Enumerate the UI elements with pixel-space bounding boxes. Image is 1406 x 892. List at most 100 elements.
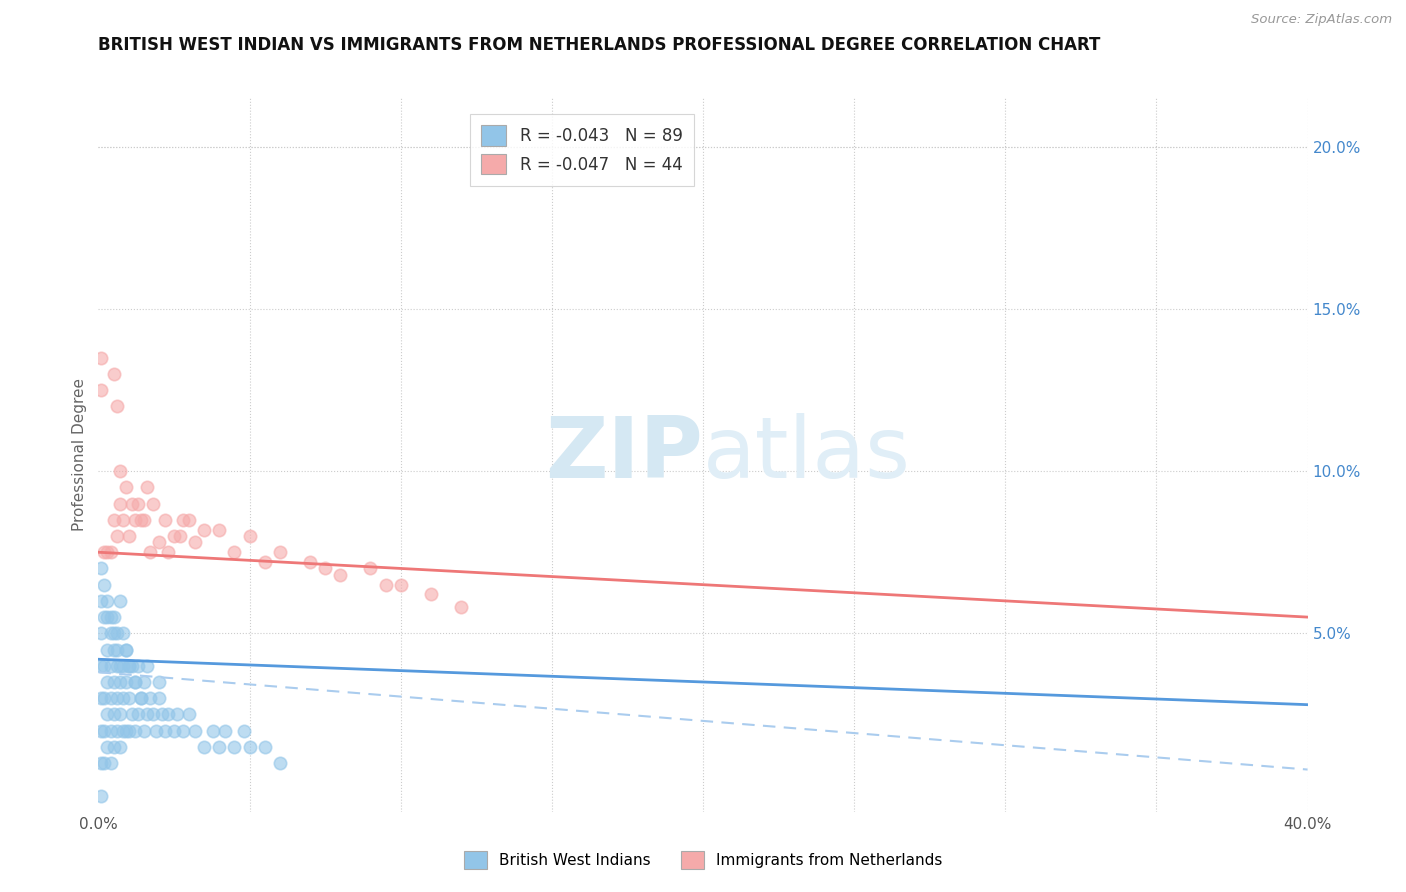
Point	[93, 545, 115, 559]
Point	[96, 642, 118, 657]
Text: ZIP: ZIP	[546, 413, 703, 497]
Point	[90, 626, 112, 640]
Point	[114, 642, 136, 657]
Point	[132, 513, 155, 527]
Text: Source: ZipAtlas.com: Source: ZipAtlas.com	[1251, 13, 1392, 27]
Point	[118, 529, 141, 543]
Point	[90, 723, 112, 738]
Point	[129, 513, 152, 527]
Legend: British West Indians, Immigrants from Netherlands: British West Indians, Immigrants from Ne…	[457, 845, 949, 875]
Point	[93, 577, 115, 591]
Point	[269, 756, 291, 770]
Point	[96, 675, 118, 690]
Point	[90, 351, 112, 365]
Point	[114, 723, 136, 738]
Point	[124, 723, 146, 738]
Point	[100, 626, 122, 640]
Point	[103, 675, 125, 690]
Point	[129, 691, 152, 706]
Point	[105, 691, 128, 706]
Point	[118, 723, 141, 738]
Point	[127, 497, 149, 511]
Point	[90, 383, 112, 397]
Point	[108, 658, 131, 673]
Point	[108, 675, 131, 690]
Point	[93, 691, 115, 706]
Point	[127, 707, 149, 722]
Point	[103, 707, 125, 722]
Point	[124, 675, 146, 690]
Point	[100, 723, 122, 738]
Point	[374, 577, 396, 591]
Point	[299, 555, 322, 569]
Point	[118, 658, 141, 673]
Point	[105, 723, 128, 738]
Point	[132, 723, 155, 738]
Point	[139, 545, 162, 559]
Point	[193, 739, 215, 754]
Point	[135, 707, 157, 722]
Point	[148, 675, 170, 690]
Point	[90, 691, 112, 706]
Point	[105, 642, 128, 657]
Point	[111, 723, 134, 738]
Point	[90, 658, 112, 673]
Point	[156, 545, 179, 559]
Point	[105, 626, 128, 640]
Point	[224, 739, 246, 754]
Point	[100, 691, 122, 706]
Point	[135, 480, 157, 494]
Point	[450, 600, 472, 615]
Point	[208, 739, 231, 754]
Point	[208, 523, 231, 537]
Point	[121, 707, 143, 722]
Point	[179, 707, 201, 722]
Point	[103, 367, 125, 381]
Point	[90, 789, 112, 803]
Point	[108, 594, 131, 608]
Point	[108, 464, 131, 478]
Point	[148, 691, 170, 706]
Point	[124, 513, 146, 527]
Point	[96, 707, 118, 722]
Point	[239, 739, 262, 754]
Point	[96, 610, 118, 624]
Point	[169, 529, 191, 543]
Point	[103, 626, 125, 640]
Point	[232, 723, 254, 738]
Point	[389, 577, 412, 591]
Point	[163, 529, 186, 543]
Point	[105, 399, 128, 413]
Point	[118, 691, 141, 706]
Point	[96, 739, 118, 754]
Point	[121, 658, 143, 673]
Point	[118, 658, 141, 673]
Point	[100, 658, 122, 673]
Point	[153, 723, 176, 738]
Point	[360, 561, 382, 575]
Point	[420, 587, 443, 601]
Point	[103, 739, 125, 754]
Point	[114, 642, 136, 657]
Point	[139, 691, 162, 706]
Point	[163, 723, 186, 738]
Point	[129, 691, 152, 706]
Point	[172, 513, 194, 527]
Point	[108, 739, 131, 754]
Point	[100, 545, 122, 559]
Point	[93, 658, 115, 673]
Point	[148, 535, 170, 549]
Point	[103, 610, 125, 624]
Point	[100, 756, 122, 770]
Point	[202, 723, 225, 738]
Point	[108, 707, 131, 722]
Point	[105, 529, 128, 543]
Legend: R = -0.043   N = 89, R = -0.047   N = 44: R = -0.043 N = 89, R = -0.047 N = 44	[470, 113, 695, 186]
Point	[111, 513, 134, 527]
Point	[90, 561, 112, 575]
Point	[93, 756, 115, 770]
Point	[93, 610, 115, 624]
Point	[93, 723, 115, 738]
Text: BRITISH WEST INDIAN VS IMMIGRANTS FROM NETHERLANDS PROFESSIONAL DEGREE CORRELATI: BRITISH WEST INDIAN VS IMMIGRANTS FROM N…	[98, 36, 1101, 54]
Point	[142, 707, 165, 722]
